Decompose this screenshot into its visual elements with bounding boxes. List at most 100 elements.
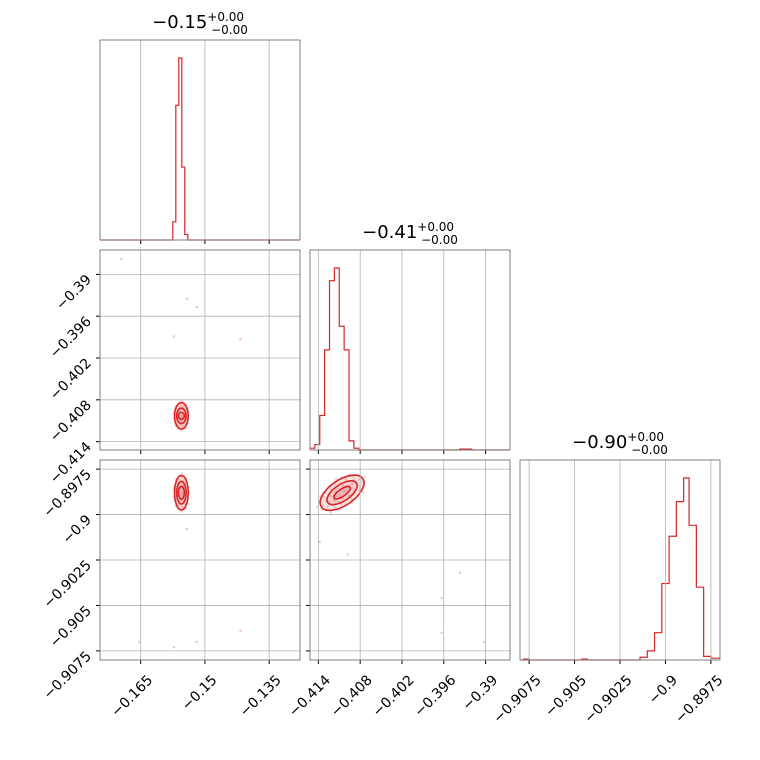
p5-outlier-point (440, 631, 443, 634)
p5-sample-point (338, 494, 342, 498)
p5-sample-point (326, 504, 329, 508)
p3-outlier-point (172, 646, 176, 649)
panel-p4 (310, 267, 510, 451)
p5-xtick-label: −0.408 (328, 672, 376, 720)
p3-density-fill (178, 486, 185, 500)
p1-frame (99, 39, 301, 241)
p5-outlier-point (458, 571, 462, 574)
p6-xtick-label: −0.8975 (672, 672, 726, 726)
p6-xtick-label: −0.9075 (490, 672, 544, 726)
p5-xtick-label: −0.396 (411, 672, 459, 720)
p5-sample-point (350, 497, 353, 501)
p5-sample-point (350, 482, 354, 486)
p2-contour-1 (177, 411, 186, 421)
p4-title-lower: −0.00 (421, 233, 458, 247)
p4-title-upper: +0.00 (417, 220, 454, 234)
p5-xtick-label: −0.39 (460, 672, 502, 714)
p2-ytick-label: −0.396 (47, 314, 95, 362)
p5-sample-point (341, 483, 345, 487)
p5-sample-point (333, 506, 337, 510)
p5-outlier-point (483, 640, 486, 644)
p4-histogram-step (310, 267, 510, 451)
p3-ytick-label: −0.9025 (41, 558, 95, 612)
p5-contour-3 (319, 474, 365, 512)
p5-contour-2 (326, 479, 358, 506)
p5-density-fill (320, 475, 364, 511)
p1-title-upper: +0.00 (207, 10, 244, 24)
p5-sample-point (347, 494, 351, 497)
p5-sample-point (333, 499, 337, 502)
p5-sample-point (329, 487, 333, 491)
p4-frame (309, 249, 511, 451)
p4-title: −0.41+0.00 −0.00 (362, 220, 458, 247)
p3-sample-point (180, 491, 184, 495)
p2-sample-point (180, 405, 184, 408)
p2-contour-3 (173, 401, 190, 430)
panel-p2 (120, 257, 242, 432)
p6-title-upper: +0.00 (627, 430, 664, 444)
p3-frame (99, 459, 301, 661)
p5-sample-point (344, 477, 348, 481)
p3-sample-point (177, 478, 181, 482)
p5-contour-1 (332, 485, 352, 500)
p5-sample-point (363, 475, 367, 479)
p1-title: −0.15+0.00 −0.00 (152, 10, 248, 37)
p6-frame (519, 459, 721, 661)
p3-outlier-point (138, 640, 141, 644)
p2-contour-2 (175, 407, 187, 425)
p5-sample-point (321, 503, 325, 507)
p5-density-fill (333, 486, 351, 500)
p3-contour-1 (177, 485, 186, 500)
p5-sample-point (328, 500, 331, 504)
p3-sample-point (178, 503, 181, 507)
p3-outlier-point (239, 629, 242, 633)
p3-sample-point (180, 487, 183, 491)
p2-sample-point (180, 414, 184, 418)
p2-sample-point (177, 404, 181, 408)
p2-ytick-label: −0.402 (47, 356, 95, 404)
p5-sample-point (322, 495, 326, 499)
p1-title-median: −0.15 (152, 12, 207, 33)
p3-ytick-label: −0.9075 (41, 648, 95, 702)
panel-p3 (138, 471, 242, 649)
p3-xtick-label: −0.15 (179, 672, 221, 714)
p3-sample-point (179, 493, 182, 497)
p3-contour-3 (173, 474, 190, 511)
p2-outlier-point (172, 335, 176, 338)
p5-frame (309, 459, 511, 661)
p5-xtick-label: −0.402 (370, 672, 418, 720)
p6-title: −0.90+0.00 −0.00 (572, 430, 668, 457)
p2-density-fill (176, 408, 187, 424)
p5-sample-point (342, 489, 346, 493)
p3-outlier-point (185, 527, 189, 531)
p3-contour-2 (175, 480, 187, 505)
p2-sample-point (180, 399, 184, 403)
p1-histogram-step (100, 57, 300, 241)
p2-ytick-label: −0.39 (53, 272, 95, 314)
p5-outlier-point (440, 596, 443, 600)
p2-sample-point (178, 424, 181, 427)
p3-xtick-label: −0.165 (108, 672, 156, 720)
p2-outlier-point (120, 257, 123, 261)
p1-title-lower: −0.00 (211, 23, 248, 37)
p5-xtick-label: −0.414 (286, 672, 334, 720)
p6-title-lower: −0.00 (631, 443, 668, 457)
p6-xtick-label: −0.9025 (581, 672, 635, 726)
p2-outlier-point (195, 305, 198, 309)
p3-outlier-point (195, 640, 198, 644)
p5-sample-point (329, 510, 332, 514)
p4-title-median: −0.41 (362, 222, 417, 243)
p2-outlier-point (239, 337, 242, 341)
p6-xtick-label: −0.9 (646, 672, 681, 707)
p2-outlier-point (186, 297, 189, 300)
p3-sample-point (181, 499, 184, 503)
p3-sample-point (181, 505, 184, 509)
p2-density-fill (178, 412, 185, 420)
p5-outlier-point (346, 553, 349, 556)
p2-sample-point (181, 425, 184, 429)
panel-p1 (100, 57, 300, 241)
p3-xtick-label: −0.135 (237, 672, 285, 720)
p2-ytick-label: −0.408 (47, 397, 95, 445)
p3-sample-point (180, 471, 184, 475)
